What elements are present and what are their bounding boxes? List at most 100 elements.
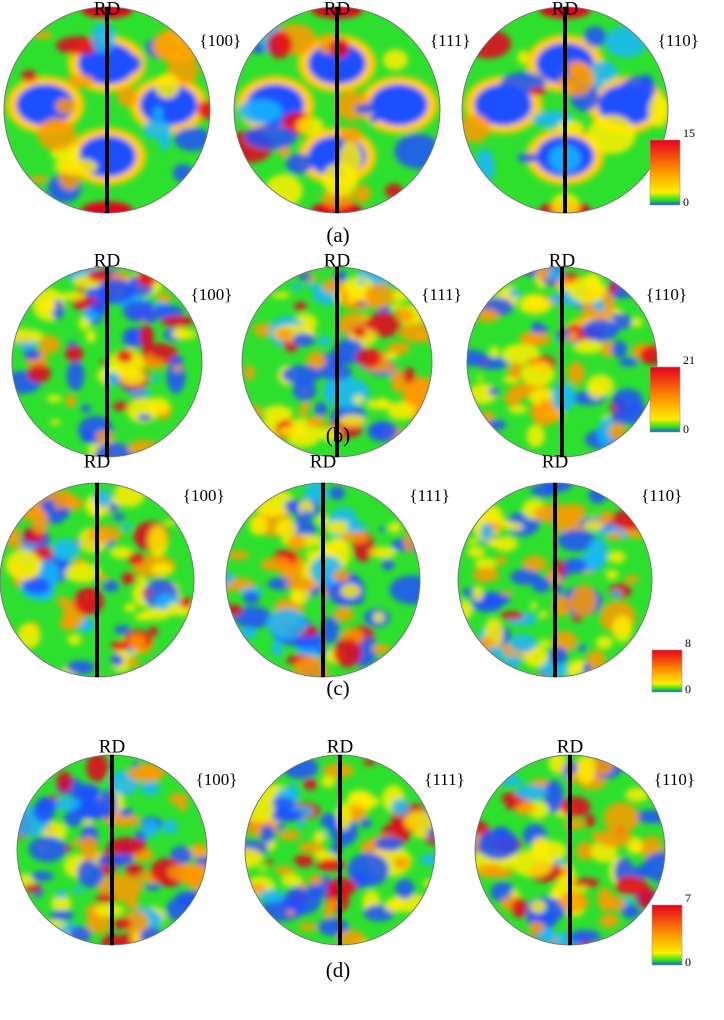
texture-blob [557, 120, 585, 134]
texture-blob [572, 339, 603, 354]
texture-blob [121, 572, 137, 585]
texture-blob [137, 414, 152, 421]
texture-blob [604, 26, 648, 58]
rd-label: RD [549, 250, 575, 271]
texture-blob [374, 836, 404, 852]
colorbar-max: 8 [685, 636, 691, 650]
texture-blob [170, 846, 193, 864]
texture-blob [50, 895, 72, 912]
texture-blob [465, 29, 512, 59]
texture-blob [64, 394, 77, 408]
texture-blob [339, 127, 363, 144]
texture-blob [134, 576, 147, 582]
pole-figure [12, 267, 202, 457]
texture-blob [5, 525, 21, 549]
colorbar-max: 7 [685, 891, 691, 905]
texture-blob [522, 555, 548, 572]
texture-blob [143, 308, 158, 324]
texture-blob [80, 836, 99, 862]
texture-blob [129, 276, 140, 285]
texture-blob [577, 644, 587, 652]
texture-blob [299, 882, 308, 890]
texture-blob [606, 531, 624, 541]
texture-blob [179, 597, 193, 608]
texture-blob [294, 301, 307, 312]
texture-blob [612, 615, 633, 643]
texture-blob [495, 555, 507, 566]
plane-label: {111} [409, 486, 450, 505]
texture-blob [515, 784, 548, 801]
texture-blob [365, 312, 402, 338]
texture-blob [539, 927, 556, 944]
texture-blob [292, 656, 329, 677]
colorbar [649, 366, 681, 433]
texture-blob [37, 117, 76, 151]
texture-blob [555, 283, 574, 290]
texture-blob [386, 342, 411, 355]
texture-blob [116, 350, 134, 363]
rd-label: RD [94, 250, 120, 271]
texture-blob [249, 514, 268, 536]
texture-blob [352, 326, 367, 338]
texture-blob [94, 442, 133, 457]
texture-blob [197, 100, 210, 120]
texture-blob [388, 521, 402, 534]
texture-blob [607, 283, 618, 293]
colorbar [649, 139, 681, 206]
texture-blob [21, 70, 38, 82]
texture-blob [137, 268, 157, 288]
texture-blob [560, 865, 569, 876]
texture-blob [108, 813, 141, 828]
texture [12, 267, 197, 457]
texture-blob [38, 335, 61, 354]
texture-blob [371, 644, 390, 655]
texture-blob [168, 864, 200, 882]
texture-blob [124, 897, 140, 909]
row-label: (c) [326, 676, 349, 700]
texture-blob [353, 394, 365, 405]
plane-label: {100} [183, 486, 225, 505]
colorbar-max: 21 [683, 353, 695, 367]
texture-blob [521, 293, 546, 307]
texture-blob [493, 826, 510, 838]
texture-blob [568, 929, 601, 944]
texture-blob [329, 38, 350, 59]
texture-blob [297, 407, 309, 417]
texture-blob [298, 272, 312, 281]
texture-blob [346, 522, 367, 535]
texture-blob [538, 610, 548, 619]
texture-blob [139, 927, 162, 945]
texture-blob [496, 774, 523, 787]
texture-blob [365, 283, 395, 309]
texture-blob [531, 576, 551, 593]
texture-blob [511, 898, 528, 918]
texture-blob [488, 387, 500, 396]
texture-blob [156, 292, 172, 304]
pole-figure [245, 755, 435, 945]
texture-blob [266, 31, 293, 59]
texture-blob [292, 333, 316, 347]
texture-blob [595, 636, 613, 650]
texture-blob [97, 854, 134, 867]
texture-blob [480, 523, 494, 541]
texture-blob [467, 349, 488, 366]
texture-blob [86, 912, 112, 934]
pole-figure [17, 755, 207, 945]
texture-blob [86, 755, 109, 782]
texture-blob [499, 611, 525, 620]
colorbar-min: 0 [683, 195, 689, 209]
texture-blob [66, 74, 95, 88]
texture-blob [340, 583, 361, 599]
texture-blob [507, 362, 524, 380]
colorbar-min: 0 [685, 955, 691, 969]
texture-blob [584, 814, 595, 828]
texture-blob [575, 841, 596, 861]
texture-blob [278, 425, 307, 437]
texture-blob [333, 638, 362, 668]
texture-blob [154, 913, 163, 924]
plane-label: {111} [424, 770, 465, 789]
texture-blob [308, 874, 323, 886]
texture-blob [509, 634, 537, 653]
texture-blob [493, 536, 518, 552]
pole-figure [475, 755, 665, 945]
